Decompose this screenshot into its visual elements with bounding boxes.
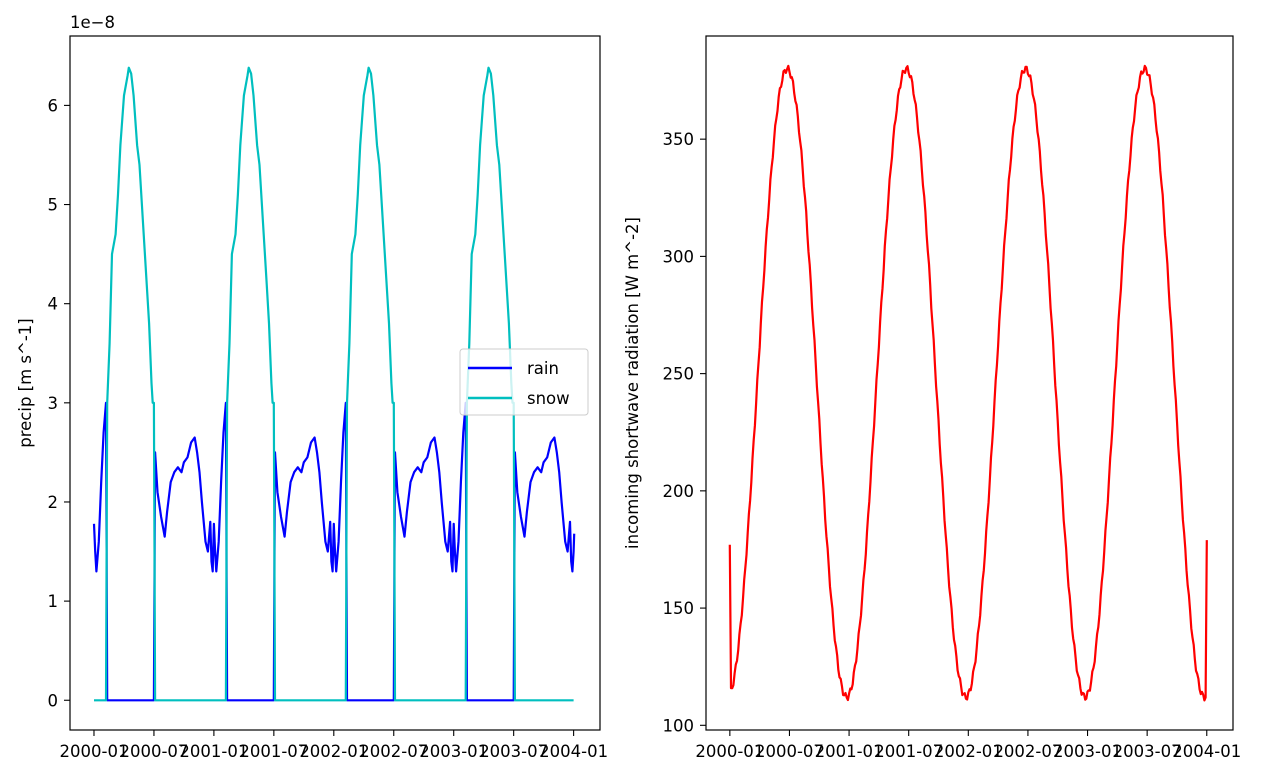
precip-x-tick-label: 2000-07 (119, 742, 188, 761)
radiation-y-axis-label: incoming shortwave radiation [W m^-2] (623, 217, 642, 549)
radiation-axes-frame (705, 35, 1234, 731)
radiation-x-tick-label: 2003-07 (1113, 742, 1182, 761)
precip-x-tick-label: 2000-01 (60, 742, 129, 761)
radiation-line (728, 64, 1208, 702)
radiation-x-tick-label: 2002-07 (993, 742, 1062, 761)
precip-x-tick-label: 2003-07 (479, 742, 548, 761)
precip-x-tick-label: 2003-01 (419, 742, 488, 761)
radiation-x-tick-label: 2004-01 (1172, 742, 1241, 761)
radiation-x-tick-label: 2000-07 (755, 742, 824, 761)
precip-y-tick-label: 4 (48, 295, 59, 314)
radiation-x-tick-label: 2003-01 (1053, 742, 1122, 761)
precip-y-tick-label: 0 (48, 691, 59, 710)
legend-snow-label: snow (527, 389, 570, 408)
radiation-x-tick-label: 2002-01 (934, 742, 1003, 761)
legend-rain-label: rain (527, 359, 559, 378)
precip-y-tick-label: 1 (48, 592, 59, 611)
precip-series-group (92, 66, 576, 702)
precip-axes-frame (69, 35, 601, 731)
radiation-x-tick-label: 2001-01 (815, 742, 884, 761)
radiation-series-group (728, 64, 1208, 702)
radiation-y-tick-label: 250 (663, 365, 695, 384)
radiation-x-tick-label: 2000-01 (695, 742, 764, 761)
radiation-x-ticks: 2000-012000-072001-012001-072002-012002-… (695, 730, 1241, 761)
precip-y-tick-label: 6 (48, 96, 59, 115)
radiation-y-tick-label: 300 (663, 247, 695, 266)
y-offset-text: 1e−8 (70, 13, 115, 32)
rain-line (92, 401, 576, 702)
precip-x-tick-label: 2002-01 (299, 742, 368, 761)
precip-x-tick-label: 2001-07 (239, 742, 308, 761)
precip-y-tick-label: 3 (48, 394, 59, 413)
radiation-y-ticks: 100 150 200 250 300 350 (663, 130, 706, 735)
radiation-x-tick-label: 2001-07 (874, 742, 943, 761)
legend: rain snow (459, 348, 589, 416)
precip-plot: 1e−8 2000-012000-072001-012001-072002-01… (16, 13, 608, 761)
radiation-y-tick-label: 100 (663, 716, 695, 735)
radiation-y-tick-label: 200 (663, 482, 695, 501)
radiation-y-tick-label: 350 (663, 130, 695, 149)
precip-x-tick-label: 2004-01 (539, 742, 608, 761)
precip-y-axis-label: precip [m s^-1] (16, 318, 35, 448)
precip-y-ticks: 0 1 2 3 4 5 6 (48, 96, 70, 710)
precip-y-tick-label: 5 (48, 196, 59, 215)
radiation-plot: 2000-012000-072001-012001-072002-012002-… (623, 35, 1241, 761)
precip-x-tick-label: 2002-07 (359, 742, 428, 761)
snow-line (94, 66, 574, 702)
precip-y-tick-label: 2 (48, 493, 59, 512)
precip-x-ticks: 2000-012000-072001-012001-072002-012002-… (60, 730, 608, 761)
radiation-y-tick-label: 150 (663, 599, 695, 618)
precip-x-tick-label: 2001-01 (179, 742, 248, 761)
